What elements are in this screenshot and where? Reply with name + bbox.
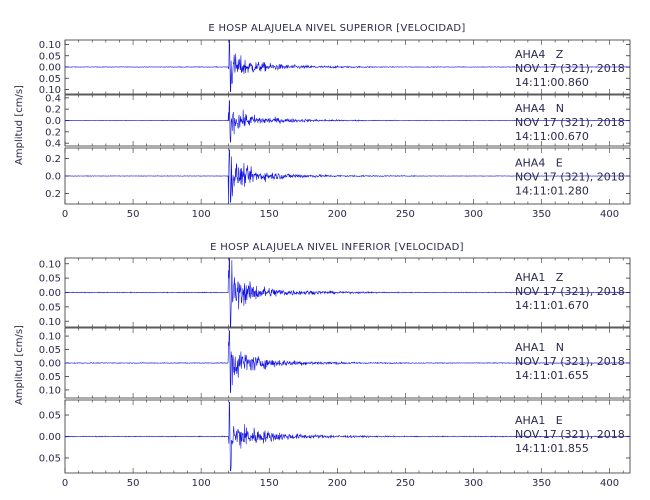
y-tick-label: 0.4 (45, 93, 61, 104)
x-tick-label: 250 (396, 478, 415, 489)
station-label: AHA1 E (515, 414, 563, 427)
x-tick-label: 300 (464, 478, 483, 489)
date-label: NOV 17 (321), 2018 (515, 428, 625, 441)
y-tick-label: 0.00 (39, 63, 61, 74)
station-label: AHA4 N (515, 102, 564, 115)
y-tick-label: 0.05 (39, 345, 61, 356)
y-tick-label: 0.2 (45, 154, 61, 165)
y-tick-label: 0.10 (39, 85, 61, 96)
chart-group-inferior: E HOSP ALAJUELA NIVEL INFERIOR [VELOCIDA… (14, 242, 631, 489)
waveform-aha4-e (64, 149, 631, 204)
time-label: 14:11:00.670 (515, 130, 589, 143)
x-tick-label: 400 (600, 209, 619, 220)
y-tick-label: 0.05 (39, 411, 61, 422)
x-tick-label: 150 (260, 209, 279, 220)
waveform-aha4-n (64, 100, 631, 143)
station-label: AHA4 Z (515, 48, 564, 61)
x-tick-label: 100 (192, 478, 211, 489)
time-label: 14:11:01.855 (515, 442, 589, 455)
y-tick-label: 0.4 (45, 139, 61, 150)
x-tick-label: 0 (62, 209, 68, 220)
date-label: NOV 17 (321), 2018 (515, 116, 625, 129)
x-tick-label: 100 (192, 209, 211, 220)
y-tick-label: 0.00 (39, 359, 61, 370)
x-tick-label: 350 (532, 209, 551, 220)
x-tick-label: 50 (127, 209, 140, 220)
y-tick-label: 0.05 (39, 453, 61, 464)
x-tick-label: 250 (396, 209, 415, 220)
x-tick-label: 400 (600, 478, 619, 489)
x-tick-label: 50 (127, 478, 140, 489)
y-tick-label: 0.0 (45, 116, 61, 127)
y-tick-label: 0.05 (39, 302, 61, 313)
time-label: 14:11:01.655 (515, 369, 589, 382)
waveform-aha1-z (64, 257, 631, 328)
date-label: NOV 17 (321), 2018 (515, 170, 625, 183)
date-label: NOV 17 (321), 2018 (515, 285, 625, 298)
x-tick-label: 350 (532, 478, 551, 489)
y-tick-label: 0.2 (45, 105, 61, 116)
y-tick-label: 0.10 (39, 40, 61, 51)
y-tick-label: 0.10 (39, 332, 61, 343)
station-label: AHA4 E (515, 156, 563, 169)
time-label: 14:11:01.670 (515, 299, 589, 312)
date-label: NOV 17 (321), 2018 (515, 62, 625, 75)
x-tick-label: 150 (260, 478, 279, 489)
y-tick-label: 0.05 (39, 274, 61, 285)
y-tick-label: 0.2 (45, 127, 61, 138)
x-tick-label: 200 (328, 478, 347, 489)
y-tick-label: 0.2 (45, 189, 61, 200)
station-label: AHA1 N (515, 341, 564, 354)
chart-title-superior: E HOSP ALAJUELA NIVEL SUPERIOR [VELOCIDA… (208, 23, 465, 34)
y-tick-label: 0.0 (45, 172, 61, 183)
x-tick-label: 0 (62, 478, 68, 489)
y-tick-label: 0.00 (39, 288, 61, 299)
x-tick-label: 200 (328, 209, 347, 220)
chart-group-superior: E HOSP ALAJUELA NIVEL SUPERIOR [VELOCIDA… (14, 23, 631, 220)
chart-title-inferior: E HOSP ALAJUELA NIVEL INFERIOR [VELOCIDA… (210, 242, 464, 253)
waveform-aha1-e (64, 401, 631, 472)
y-tick-label: 0.10 (39, 385, 61, 396)
x-axis-inferior: 0 50 100 150 200 250 300 350 400 (62, 478, 619, 489)
y-tick-label: 0.00 (39, 432, 61, 443)
y-axis-label-inferior: Amplitud [cm/s] (14, 325, 25, 405)
date-label: NOV 17 (321), 2018 (515, 355, 625, 368)
y-tick-label: 0.05 (39, 372, 61, 383)
y-axis-label-superior: Amplitud [cm/s] (14, 85, 25, 165)
y-tick-label: 0.05 (39, 74, 61, 85)
y-tick-label: 0.10 (39, 317, 61, 328)
y-tick-label: 0.05 (39, 51, 61, 62)
time-label: 14:11:00.860 (515, 76, 589, 89)
time-label: 14:11:01.280 (515, 184, 589, 197)
x-axis-superior: 0 50 100 150 200 250 300 350 400 (62, 209, 619, 220)
waveform-aha4-z (64, 39, 631, 93)
x-tick-label: 300 (464, 209, 483, 220)
y-tick-label: 0.10 (39, 259, 61, 270)
station-label: AHA1 Z (515, 271, 564, 284)
waveform-aha1-n (64, 330, 631, 393)
